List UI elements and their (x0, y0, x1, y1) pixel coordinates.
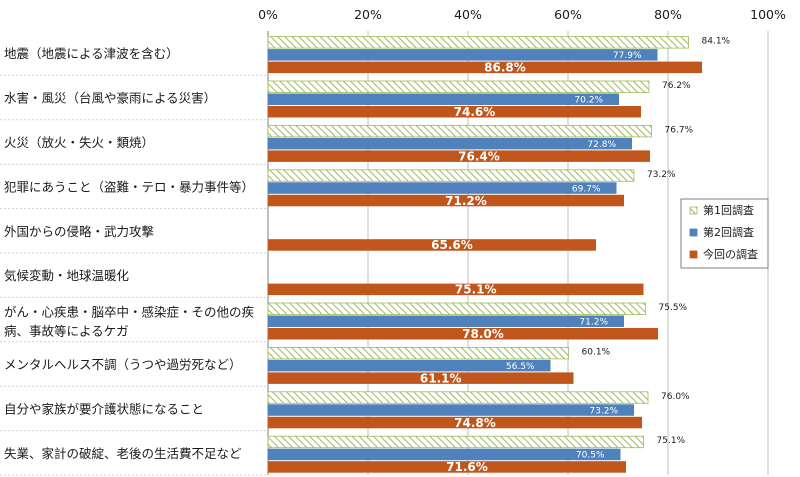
data-label: 70.5% (576, 451, 605, 461)
legend-entry: 今回の調査 (703, 247, 758, 261)
data-label: 77.9% (613, 51, 642, 61)
bar-第2回調査 (268, 93, 619, 105)
legend-entry: 第1回調査 (703, 203, 754, 217)
data-label: 71.2% (579, 318, 608, 328)
bar-第1回調査 (267, 435, 644, 449)
data-label: 75.1% (455, 283, 497, 297)
data-label: 74.6% (454, 105, 496, 119)
category-label-line: がん・心疾患・脳卒中・感染症・その他の疾 (4, 305, 255, 320)
data-label: 71.2% (445, 194, 487, 208)
bar-第1回調査 (267, 80, 650, 93)
legend-swatch (689, 228, 698, 237)
category-label: 失業、家計の破綻、老後の生活費不足など (4, 446, 242, 461)
tick-label: 100% (750, 7, 786, 22)
tick-label: 60% (554, 7, 582, 22)
bar-今回の調査 (268, 150, 650, 162)
data-label: 73.2% (589, 406, 618, 416)
bar-第1回調査 (267, 125, 652, 138)
category-label: 自分や家族が要介護状態になること (4, 401, 204, 416)
bar-第2回調査 (268, 137, 632, 150)
data-label: 78.0% (462, 327, 504, 341)
category-label: 火災（放火・失火・類焼） (4, 135, 154, 150)
data-label: 56.5% (506, 362, 535, 372)
bar-第1回調査 (267, 302, 646, 315)
tick-label: 20% (354, 7, 382, 22)
category-label: がん・心疾患・脳卒中・感染症・その他の疾病、事故等によるケガ (4, 305, 255, 339)
data-label: 74.8% (454, 416, 496, 430)
bar-第1回調査 (267, 169, 635, 182)
bar-今回の調査 (268, 416, 642, 429)
tick-label: 80% (654, 7, 682, 22)
category-label: 外国からの侵略・武力攻撃 (4, 224, 154, 239)
data-label: 86.8% (484, 61, 526, 75)
data-label: 69.7% (572, 184, 601, 194)
category-label: 水害・風災（台風や豪雨による災害） (4, 91, 216, 106)
bar-第1回調査 (267, 346, 569, 360)
data-label: 76.2% (662, 81, 691, 91)
legend-swatch (689, 206, 698, 215)
bar-今回の調査 (268, 283, 644, 296)
category-label: 犯罪にあうこと（盗難・テロ・暴力事件等） (4, 179, 254, 194)
tick-label: 40% (454, 7, 482, 22)
bar-今回の調査 (268, 61, 702, 74)
category-label: 地震（地震による津波を含む） (4, 46, 179, 61)
data-label: 71.6% (446, 460, 488, 474)
category-label-line: 病、事故等によるケガ (4, 324, 129, 339)
data-label: 76.0% (661, 392, 690, 402)
category-label: メンタルヘルス不調（うつや過労死など） (4, 357, 242, 372)
bar-第2回調査 (268, 448, 621, 461)
bar-第2回調査 (268, 404, 634, 416)
legend-swatch (689, 250, 698, 259)
data-label: 84.1% (702, 37, 731, 47)
data-label: 72.8% (587, 140, 616, 150)
bar-今回の調査 (268, 461, 626, 473)
bar-今回の調査 (268, 106, 641, 118)
data-label: 70.2% (574, 96, 603, 106)
bar-今回の調査 (268, 328, 658, 340)
bar-今回の調査 (268, 239, 596, 251)
data-label: 75.5% (659, 303, 688, 313)
data-label: 73.2% (647, 170, 676, 180)
data-label: 60.1% (582, 347, 611, 357)
bar-第2回調査 (268, 359, 551, 372)
category-label: 気候変動・地球温暖化 (4, 268, 130, 283)
bar-今回の調査 (268, 372, 574, 384)
data-label: 61.1% (420, 371, 462, 385)
bar-第2回調査 (268, 182, 617, 194)
data-label: 75.1% (657, 436, 686, 446)
bar-第1回調査 (267, 36, 689, 49)
data-label: 76.4% (458, 149, 500, 163)
legend-entry: 第2回調査 (703, 225, 754, 239)
bar-第2回調査 (268, 315, 624, 327)
data-label: 76.7% (665, 125, 694, 135)
bar-第1回調査 (267, 391, 649, 404)
tick-label: 0% (258, 7, 278, 22)
data-label: 65.6% (431, 238, 473, 252)
bar-第2回調査 (268, 49, 658, 61)
bar-今回の調査 (268, 194, 624, 207)
